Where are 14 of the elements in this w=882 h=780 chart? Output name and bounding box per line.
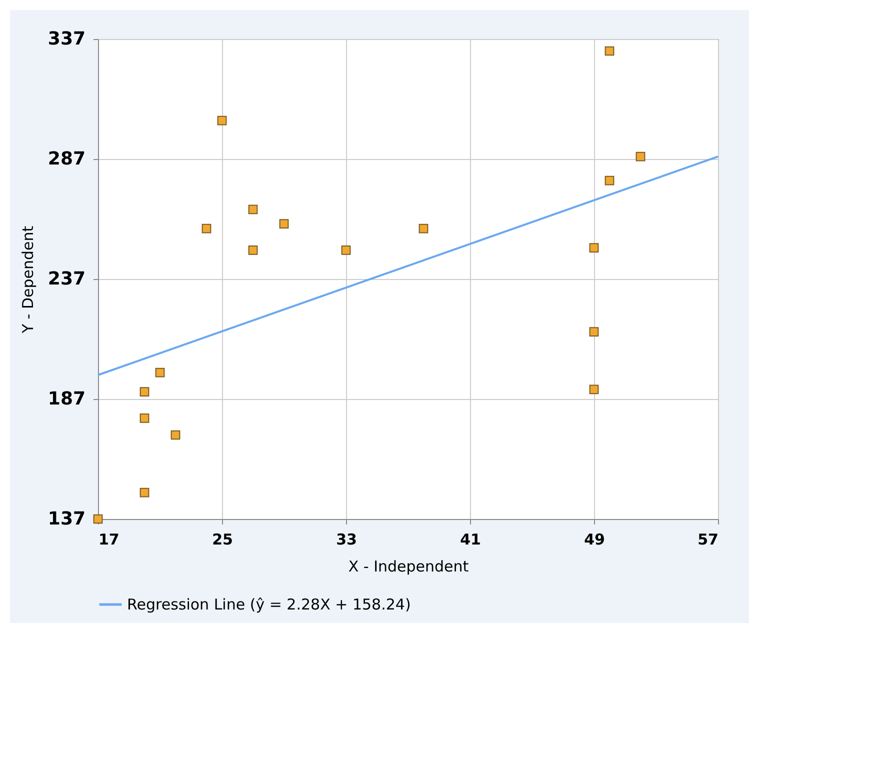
legend-label: Regression Line (ŷ = 2.28X + 158.24)	[127, 596, 411, 614]
y-tick-label: 237	[48, 268, 86, 290]
x-tick-label: 25	[212, 530, 233, 548]
x-tick-label: 49	[584, 530, 605, 548]
y-axis-title: Y - Dependent	[18, 226, 37, 334]
x-tick-label: 41	[460, 530, 481, 548]
y-tick-label: 337	[48, 28, 86, 50]
y-tick-label: 187	[48, 388, 86, 410]
x-tick-label: 57	[698, 530, 718, 548]
x-axis-title: X - Independent	[348, 558, 469, 576]
y-tick-label: 137	[48, 508, 86, 530]
x-tick-label: 17	[98, 530, 120, 548]
y-tick-label: 287	[48, 148, 86, 170]
x-tick-label: 33	[336, 530, 357, 548]
